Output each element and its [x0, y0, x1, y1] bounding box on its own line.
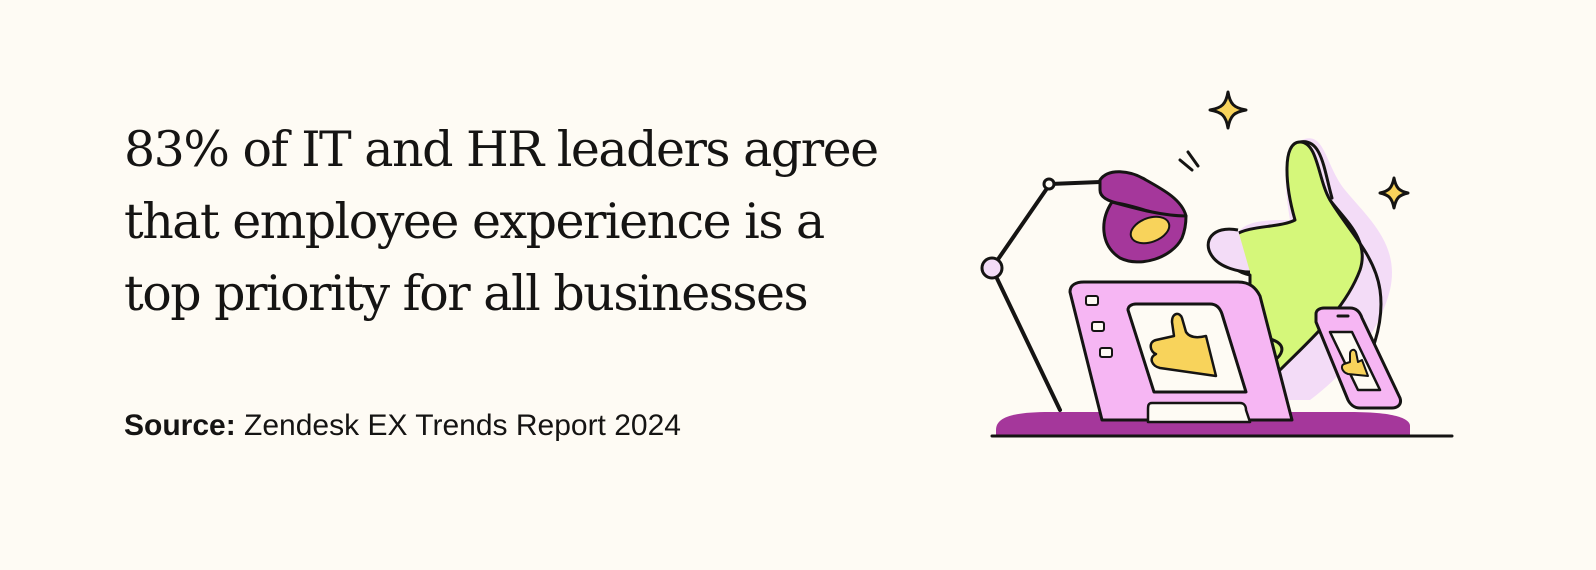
source-citation: Source: Zendesk EX Trends Report 2024	[124, 406, 681, 446]
illustration	[980, 90, 1454, 438]
desk-surface	[990, 412, 1454, 438]
source-label: Source:	[124, 409, 236, 442]
headline-line-3: top priority for all businesses	[124, 265, 809, 322]
laptop-icon	[1068, 280, 1294, 424]
sparkle-icon	[1178, 90, 1410, 210]
source-text: Zendesk EX Trends Report 2024	[244, 409, 681, 442]
phone-icon	[1314, 306, 1402, 410]
headline-line-1: 83% of IT and HR leaders agree	[124, 121, 879, 178]
headline: 83% of IT and HR leaders agree that empl…	[124, 114, 924, 330]
desk-lamp-icon	[980, 170, 1188, 412]
headline-line-2: that employee experience is a	[124, 193, 825, 250]
